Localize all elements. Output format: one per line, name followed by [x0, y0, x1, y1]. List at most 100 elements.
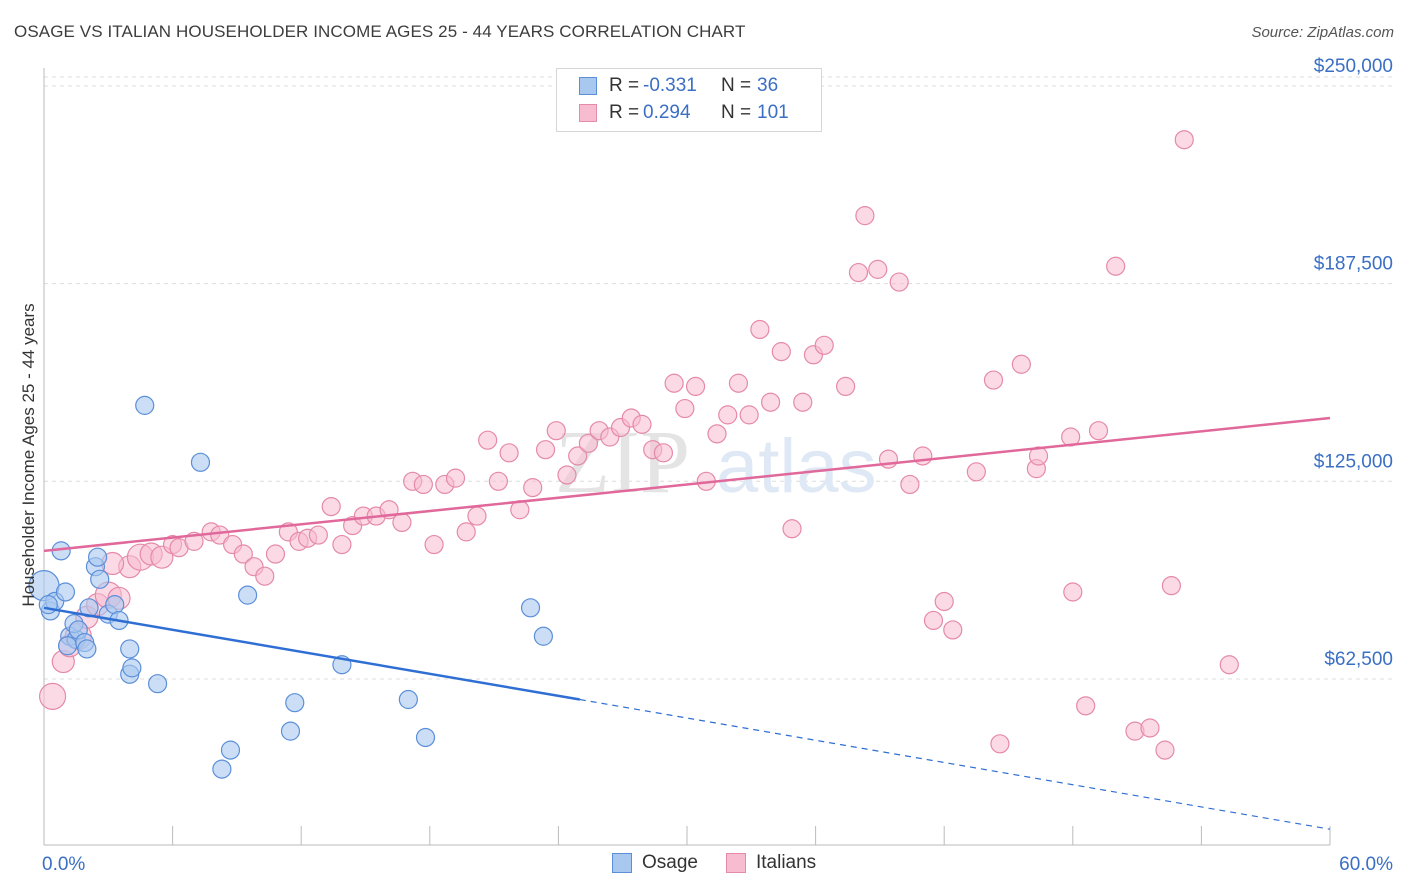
chart-title: OSAGE VS ITALIAN HOUSEHOLDER INCOME AGES… — [14, 22, 746, 41]
italians-point — [793, 392, 813, 412]
y-tick-label: $62,500 — [1324, 649, 1393, 670]
italians-trend-line — [43, 416, 1331, 553]
italians-point — [467, 506, 487, 526]
italians-point — [707, 424, 727, 444]
r-label: R = — [609, 102, 640, 123]
italians-swatch — [579, 104, 597, 122]
italians-point — [488, 471, 508, 491]
italians-point — [913, 446, 933, 466]
osage-point — [147, 674, 168, 694]
italians-point — [499, 443, 519, 463]
italians-point — [413, 474, 433, 495]
italians-point — [1106, 256, 1126, 276]
italians-point — [675, 398, 695, 419]
osage-point — [79, 598, 99, 618]
osage-point — [55, 582, 76, 602]
osage-point — [190, 452, 211, 472]
osage-point — [533, 626, 553, 646]
osage-swatch — [579, 77, 597, 95]
legend-item-italians[interactable]: Italians — [725, 852, 817, 874]
legend-row-osage: R = -0.331 N = 36 — [579, 73, 778, 99]
italians-point — [728, 373, 749, 393]
italians-point — [664, 373, 684, 393]
italians-point — [760, 392, 781, 412]
italians-point — [750, 319, 770, 340]
italians-point — [478, 430, 498, 450]
italians-point — [1076, 696, 1096, 716]
x-tick-label: 60.0% — [1339, 854, 1393, 875]
italians-point — [1174, 130, 1194, 150]
italians-point — [308, 525, 328, 545]
osage-point — [57, 636, 78, 656]
italians-point — [332, 534, 352, 555]
osage-point — [220, 740, 241, 760]
italians-point — [456, 522, 476, 542]
osage-points — [28, 395, 553, 779]
osage-point — [212, 759, 232, 779]
osage-trend-extension — [579, 698, 1331, 830]
osage-point — [105, 595, 125, 615]
italians-point — [38, 682, 67, 710]
osage-point — [38, 595, 58, 615]
italians-point — [233, 544, 253, 564]
italians-point — [814, 335, 834, 355]
italians-point — [923, 610, 944, 631]
italians-point — [1088, 421, 1109, 441]
y-axis-label: Householder Income Ages 25 - 44 years — [19, 303, 38, 607]
italians-swatch — [725, 853, 746, 873]
osage-point — [520, 598, 541, 618]
italians-point — [445, 468, 466, 488]
italians-point — [392, 512, 412, 533]
italians-point — [424, 534, 444, 555]
osage-point — [238, 585, 258, 605]
legend-label-osage: Osage — [642, 852, 698, 873]
osage-point — [135, 395, 155, 415]
n-value: 101 — [757, 102, 789, 123]
legend-row-italians: R = 0.294 N = 101 — [579, 100, 789, 126]
series-legend: Osage Italians — [612, 852, 844, 874]
italians-point — [990, 734, 1010, 754]
italians-point — [557, 465, 577, 485]
italians-point — [653, 443, 674, 463]
italians-point — [855, 206, 875, 226]
osage-point — [90, 569, 110, 589]
italians-point — [1219, 655, 1239, 675]
italians-point — [718, 405, 738, 425]
italians-points — [38, 130, 1239, 760]
n-value: 36 — [757, 75, 779, 96]
chart-source: Source: ZipAtlas.com — [1251, 24, 1394, 41]
italians-point — [265, 544, 286, 564]
r-label: R = — [609, 75, 640, 96]
osage-point — [285, 693, 305, 713]
italians-point — [739, 405, 759, 425]
italians-point — [1161, 576, 1181, 596]
italians-point — [771, 342, 791, 362]
stats-legend: R = -0.331 N = 36 R = 0.294 N = 101 — [556, 68, 822, 132]
italians-point — [900, 474, 920, 495]
italians-point — [523, 478, 543, 498]
italians-point — [535, 440, 556, 460]
n-label: N = — [721, 75, 752, 96]
osage-point — [77, 639, 97, 659]
trend-lines — [43, 416, 1331, 830]
italians-point — [1011, 354, 1031, 374]
italians-point — [848, 262, 869, 283]
osage-point — [120, 639, 140, 659]
legend-label-italians: Italians — [755, 852, 817, 873]
axes — [43, 68, 1331, 846]
legend-item-osage[interactable]: Osage — [612, 852, 698, 874]
italians-point — [578, 433, 599, 453]
italians-point — [943, 620, 963, 640]
italians-point — [568, 446, 588, 466]
italians-point — [836, 376, 856, 397]
italians-point — [546, 421, 566, 441]
italians-point — [1063, 582, 1083, 602]
italians-point — [321, 496, 341, 517]
italians-point — [632, 414, 652, 434]
r-value: 0.294 — [643, 102, 691, 123]
n-label: N = — [721, 102, 752, 123]
italians-point — [983, 370, 1004, 390]
italians-point — [782, 519, 802, 539]
italians-point — [1140, 718, 1160, 738]
